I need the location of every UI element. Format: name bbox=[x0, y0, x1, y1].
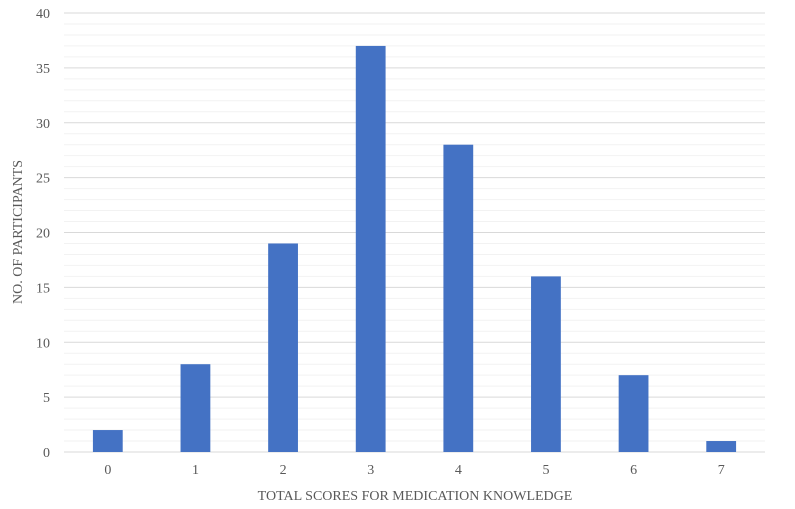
bar-0 bbox=[92, 430, 123, 452]
x-tick-label: 3 bbox=[367, 463, 374, 478]
y-tick-label: 15 bbox=[36, 281, 50, 296]
x-tick-label: 1 bbox=[192, 463, 199, 478]
bar-3 bbox=[355, 45, 386, 453]
x-tick-label: 5 bbox=[542, 463, 549, 478]
y-tick-label: 5 bbox=[43, 391, 50, 406]
y-tick-label: 40 bbox=[36, 7, 50, 22]
y-axis-title: NO. OF PARTICIPANTS bbox=[11, 160, 26, 304]
y-tick-label: 30 bbox=[36, 117, 50, 132]
y-tick-label: 0 bbox=[43, 446, 50, 461]
y-tick-label: 20 bbox=[36, 227, 50, 242]
x-tick-label: 6 bbox=[630, 463, 637, 478]
y-axis-ticks: 0 5 10 15 20 25 30 35 40 bbox=[36, 7, 50, 461]
x-tick-label: 7 bbox=[718, 463, 725, 478]
x-axis-ticks: 0 1 2 3 4 5 6 7 bbox=[104, 463, 724, 478]
x-tick-label: 4 bbox=[455, 463, 462, 478]
gridlines bbox=[64, 12, 765, 453]
x-axis-title: TOTAL SCORES FOR MEDICATION KNOWLEDGE bbox=[258, 489, 573, 504]
y-tick-label: 10 bbox=[36, 336, 50, 351]
bar-7 bbox=[706, 441, 737, 452]
x-tick-label: 2 bbox=[280, 463, 287, 478]
y-tick-label: 25 bbox=[36, 172, 50, 187]
bar-2 bbox=[268, 243, 298, 452]
bar-5 bbox=[531, 276, 561, 452]
bar-4 bbox=[443, 144, 474, 452]
bar-1 bbox=[180, 364, 211, 452]
bar-6 bbox=[618, 375, 649, 452]
x-tick-label: 0 bbox=[104, 463, 111, 478]
y-tick-label: 35 bbox=[36, 62, 50, 77]
bars bbox=[92, 45, 737, 453]
